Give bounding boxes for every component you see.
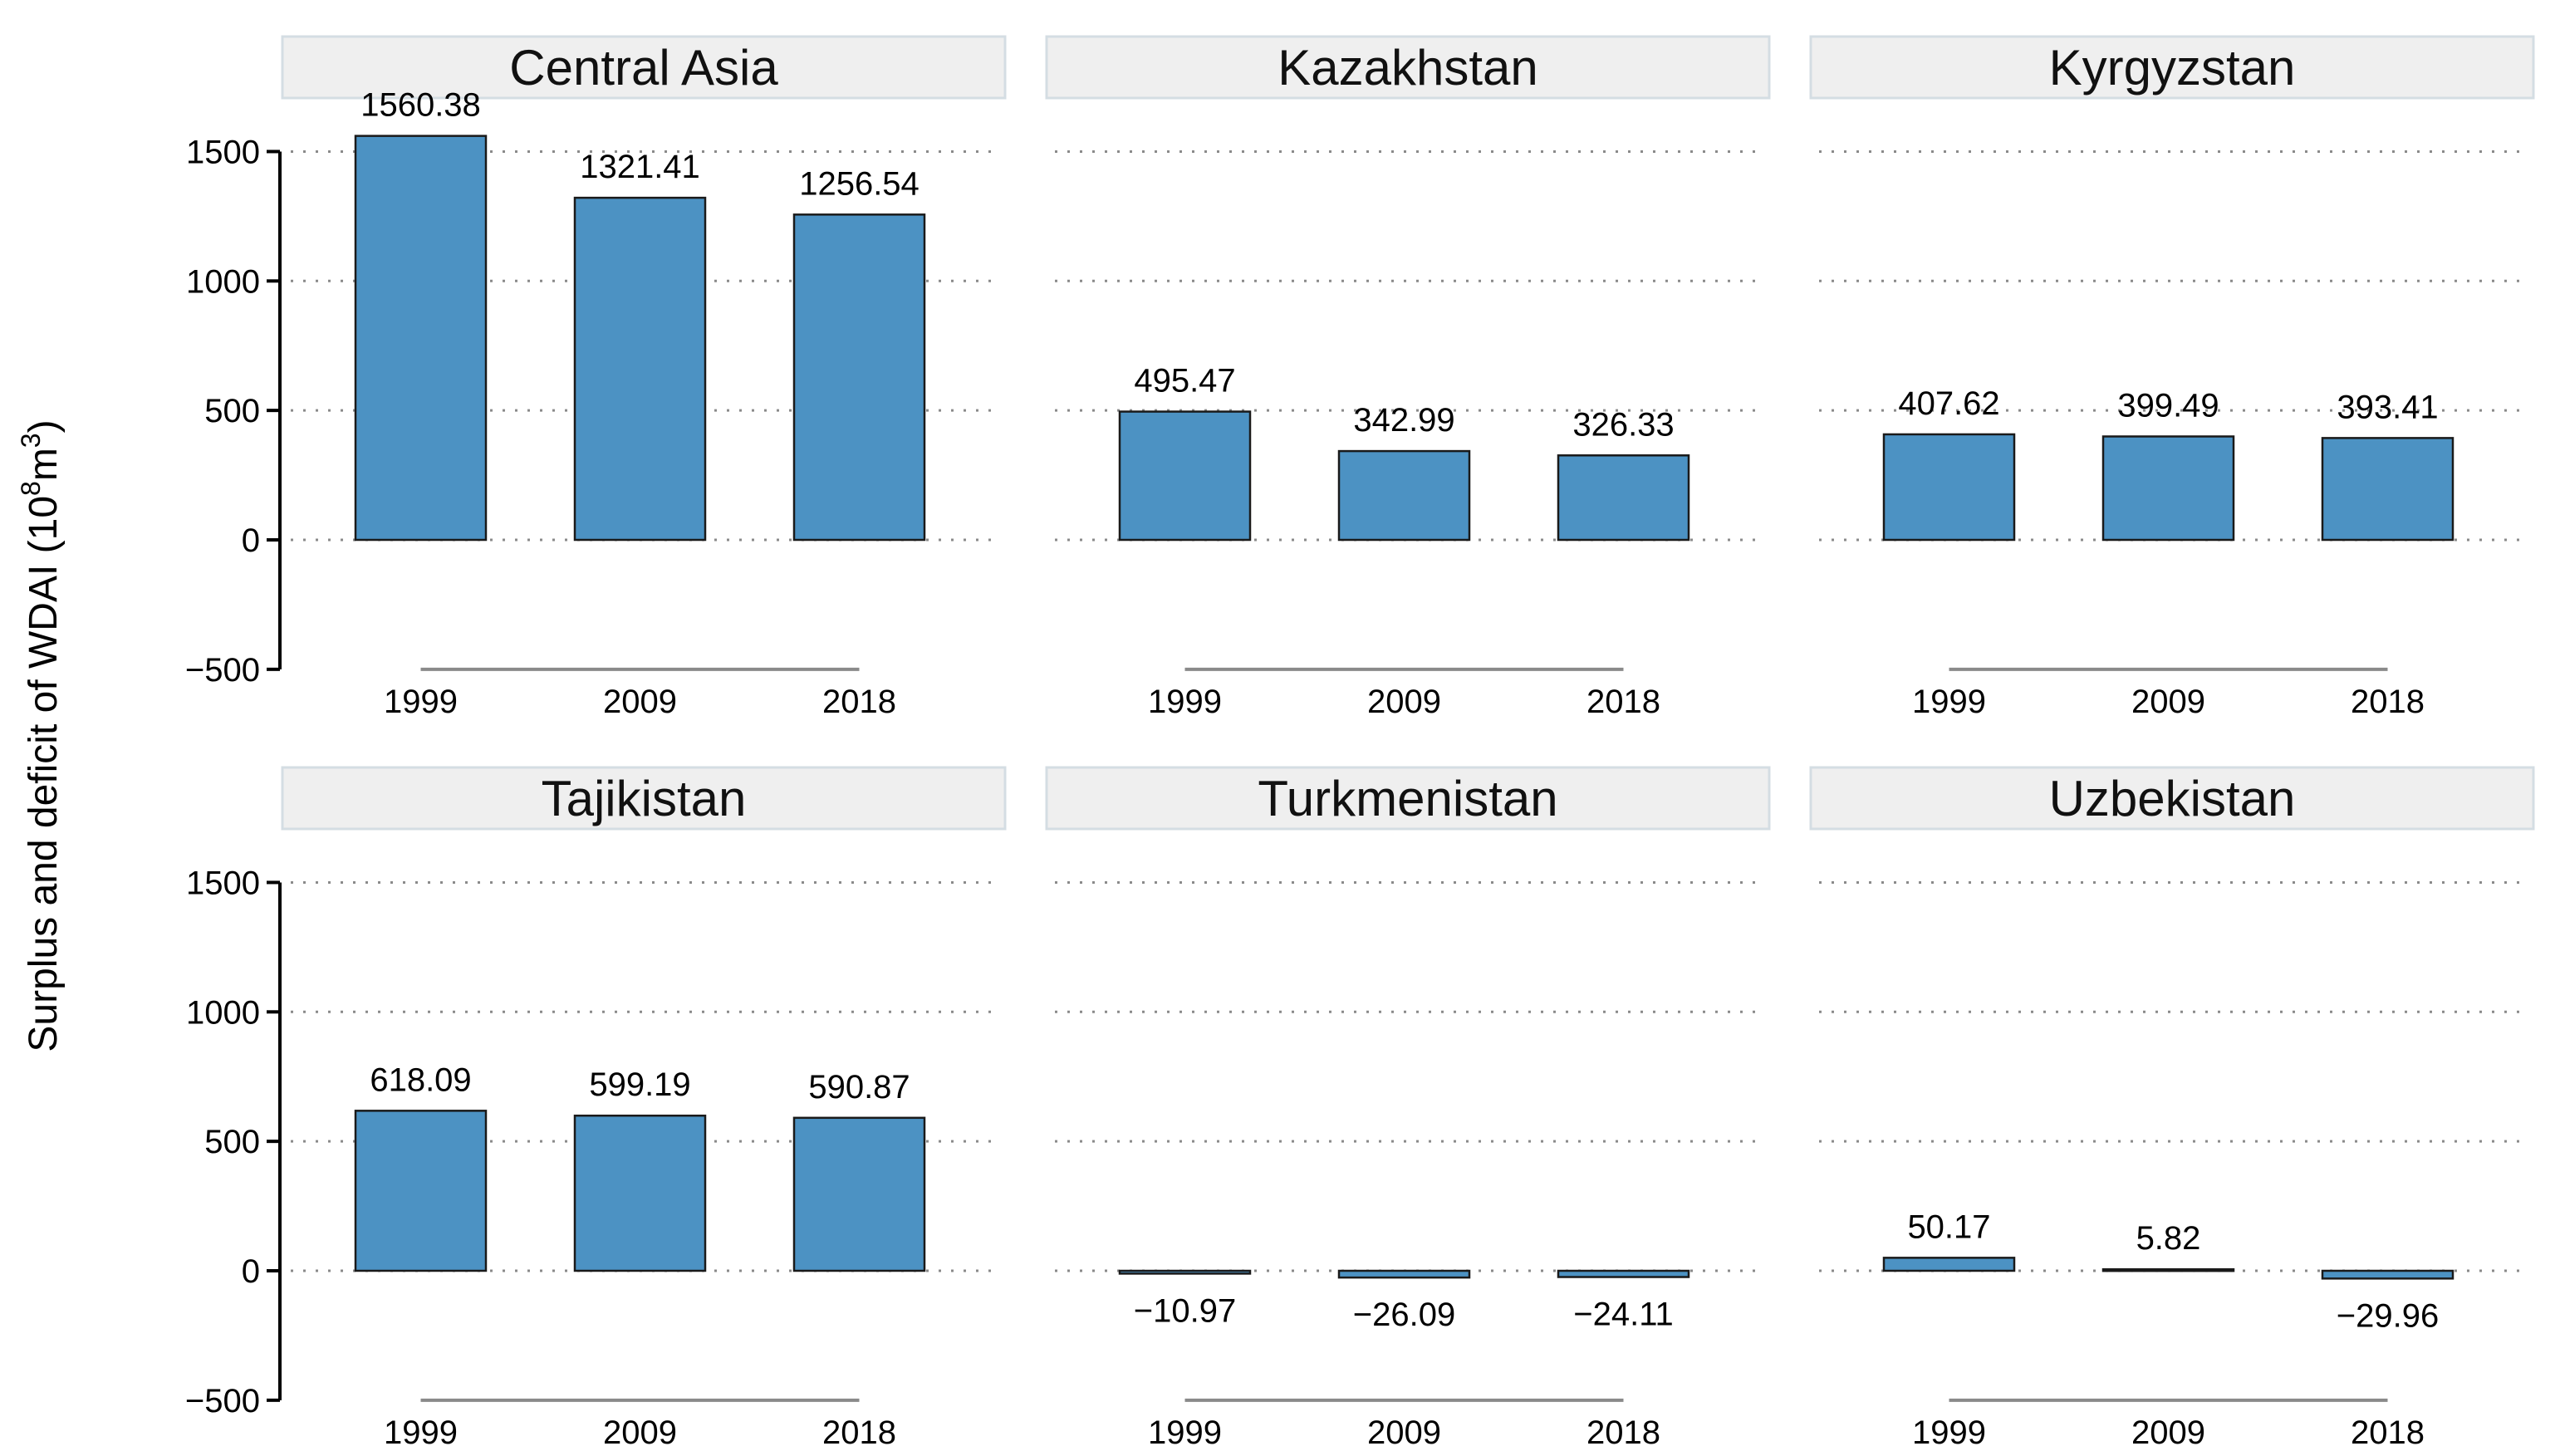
y-tick-label-central-asia-0: −500	[185, 652, 260, 689]
x-tick-label-tajikistan-1999: 1999	[384, 1414, 458, 1451]
data-label-uzbekistan-2009: 5.82	[2136, 1220, 2201, 1257]
y-axis-label-exponent-3: 3	[16, 433, 46, 448]
bar-central-asia-1999	[354, 135, 488, 542]
y-tick-label-tajikistan-1: 0	[242, 1253, 260, 1290]
bar-tajikistan-1999	[354, 1110, 488, 1272]
x-tick-label-kazakhstan-1999: 1999	[1148, 684, 1222, 720]
data-label-tajikistan-1999: 618.09	[370, 1061, 471, 1098]
panel-strip-kazakhstan	[1045, 35, 1771, 100]
data-label-kyrgyzstan-2018: 393.41	[2337, 389, 2438, 425]
bar-turkmenistan-1999	[1118, 1269, 1252, 1275]
bar-kazakhstan-2009	[1337, 449, 1471, 542]
data-label-uzbekistan-2018: −29.96	[2337, 1297, 2439, 1334]
data-label-tajikistan-2018: 590.87	[808, 1069, 910, 1105]
x-tick-label-turkmenistan-2009: 2009	[1367, 1414, 1441, 1451]
y-tick-label-central-asia-3: 1000	[186, 263, 260, 300]
x-tick-label-central-asia-2009: 2009	[603, 684, 677, 720]
y-tick-label-tajikistan-2: 500	[204, 1124, 260, 1160]
panel-title-central-asia: Central Asia	[509, 40, 778, 96]
bar-central-asia-2018	[792, 213, 926, 542]
data-label-turkmenistan-2018: −24.11	[1573, 1297, 1674, 1333]
panel-strip-uzbekistan	[1809, 766, 2535, 831]
y-tick-label-central-asia-4: 1500	[186, 134, 260, 170]
y-axis-label-exponent-8: 8	[16, 481, 46, 496]
data-label-tajikistan-2009: 599.19	[589, 1066, 690, 1103]
x-tick-label-central-asia-1999: 1999	[384, 684, 458, 720]
panel-kazakhstan: Kazakhstan 495.47 1999 342.99 2009 326.33 2018	[1045, 35, 1771, 720]
data-label-kazakhstan-1999: 495.47	[1134, 363, 1235, 400]
data-label-kazakhstan-2009: 342.99	[1353, 402, 1454, 439]
x-tick-label-kyrgyzstan-2018: 2018	[2351, 684, 2425, 720]
bar-kyrgyzstan-2009	[2101, 435, 2235, 542]
panels-layer: Central Asia −500 0 500 1000 1500 1560.38 1999 1…	[185, 35, 2535, 1451]
x-tick-label-kazakhstan-2018: 2018	[1586, 684, 1660, 720]
y-tick-label-tajikistan-0: −500	[185, 1383, 260, 1419]
x-tick-label-uzbekistan-1999: 1999	[1912, 1414, 1986, 1451]
y-tick-label-central-asia-1: 0	[242, 522, 260, 559]
y-axis-label: Surplus and deficit of WDAI (108m3)	[16, 419, 66, 1052]
bar-uzbekistan-2009	[2101, 1267, 2235, 1272]
panel-strip-tajikistan	[281, 766, 1007, 831]
x-tick-label-kyrgyzstan-2009: 2009	[2131, 684, 2205, 720]
bar-tajikistan-2018	[792, 1116, 926, 1272]
panel-turkmenistan: Turkmenistan −10.97 1999 −26.09 2009 −24.11 20…	[1045, 766, 1771, 1451]
panel-strip-turkmenistan	[1045, 766, 1771, 831]
data-label-uzbekistan-1999: 50.17	[1907, 1208, 1990, 1245]
x-tick-label-uzbekistan-2018: 2018	[2351, 1414, 2425, 1451]
y-tick-label-tajikistan-4: 1500	[186, 865, 260, 901]
x-tick-label-tajikistan-2009: 2009	[603, 1414, 677, 1451]
panel-central-asia: Central Asia −500 0 500 1000 1500 1560.38 1999 1…	[185, 35, 1007, 720]
x-tick-label-kyrgyzstan-1999: 1999	[1912, 684, 1986, 720]
y-axis-label-close: )	[22, 419, 66, 433]
data-label-central-asia-1999: 1560.38	[360, 87, 481, 124]
panel-title-uzbekistan: Uzbekistan	[2049, 771, 2296, 826]
panel-kyrgyzstan: Kyrgyzstan 407.62 1999 399.49 2009 393.41 2018	[1809, 35, 2535, 720]
data-label-kyrgyzstan-2009: 399.49	[2117, 387, 2219, 424]
data-label-central-asia-2009: 1321.41	[580, 149, 700, 185]
panel-strip-kyrgyzstan	[1809, 35, 2535, 100]
bar-central-asia-2009	[573, 196, 707, 542]
data-label-kazakhstan-2018: 326.33	[1572, 406, 1674, 443]
x-tick-label-central-asia-2018: 2018	[822, 684, 896, 720]
bar-kazakhstan-1999	[1118, 410, 1252, 542]
data-label-kyrgyzstan-1999: 407.62	[1898, 385, 1999, 422]
data-label-central-asia-2018: 1256.54	[799, 165, 920, 202]
y-tick-label-tajikistan-3: 1000	[186, 994, 260, 1031]
bar-uzbekistan-2018	[2321, 1269, 2454, 1280]
panel-tajikistan: Tajikistan −500 0 500 1000 1500 618.09 1999 599.…	[185, 766, 1007, 1451]
bar-turkmenistan-2009	[1337, 1269, 1471, 1279]
panel-title-kyrgyzstan: Kyrgyzstan	[2049, 40, 2296, 96]
bar-kyrgyzstan-1999	[1882, 433, 2016, 542]
bar-tajikistan-2009	[573, 1114, 707, 1272]
panel-title-tajikistan: Tajikistan	[542, 771, 747, 826]
bar-kazakhstan-2018	[1557, 454, 1690, 542]
data-label-turkmenistan-1999: −10.97	[1134, 1292, 1236, 1329]
panel-title-turkmenistan: Turkmenistan	[1258, 771, 1557, 826]
x-tick-label-uzbekistan-2009: 2009	[2131, 1414, 2205, 1451]
panel-strip-central-asia	[281, 35, 1007, 100]
bar-turkmenistan-2018	[1557, 1269, 1690, 1278]
bar-kyrgyzstan-2018	[2321, 437, 2454, 542]
panel-uzbekistan: Uzbekistan 50.17 1999 5.82 2009 −29.96 2018	[1809, 766, 2535, 1451]
y-axis-label-unit: m	[22, 448, 66, 481]
panel-title-kazakhstan: Kazakhstan	[1278, 40, 1538, 96]
x-tick-label-tajikistan-2018: 2018	[822, 1414, 896, 1451]
x-tick-label-turkmenistan-2018: 2018	[1586, 1414, 1660, 1451]
y-tick-label-central-asia-2: 500	[204, 393, 260, 429]
x-tick-label-turkmenistan-1999: 1999	[1148, 1414, 1222, 1451]
y-axis-label-text: Surplus and deficit of WDAI (10	[22, 496, 66, 1052]
bar-uzbekistan-1999	[1882, 1257, 2016, 1272]
data-label-turkmenistan-2009: −26.09	[1353, 1297, 1455, 1333]
x-tick-label-kazakhstan-2009: 2009	[1367, 684, 1441, 720]
